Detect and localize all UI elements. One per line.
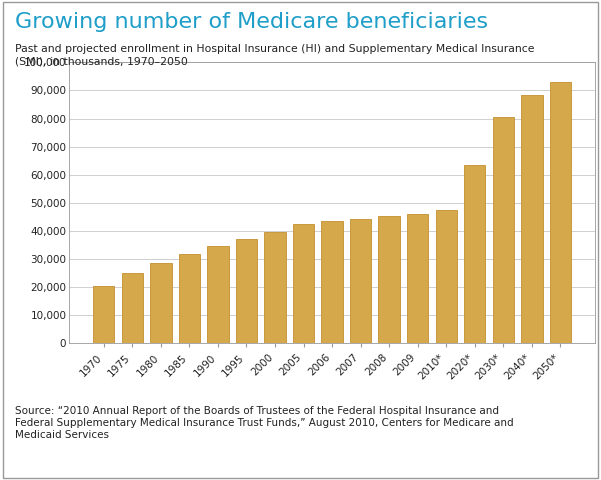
Bar xyxy=(379,216,400,343)
Bar xyxy=(207,246,228,343)
Bar xyxy=(236,239,257,343)
Bar xyxy=(121,273,143,343)
Bar xyxy=(350,219,371,343)
Text: Past and projected enrollment in Hospital Insurance (HI) and Supplementary Medic: Past and projected enrollment in Hospita… xyxy=(15,44,534,67)
Bar xyxy=(493,117,514,343)
Bar xyxy=(293,224,314,343)
Bar xyxy=(550,82,571,343)
Bar xyxy=(322,221,343,343)
Bar xyxy=(464,165,486,343)
Bar xyxy=(150,263,171,343)
Bar xyxy=(407,214,429,343)
Bar xyxy=(521,95,543,343)
Bar xyxy=(264,232,285,343)
Bar xyxy=(178,254,200,343)
Text: Growing number of Medicare beneficiaries: Growing number of Medicare beneficiaries xyxy=(15,12,488,32)
Bar xyxy=(436,210,457,343)
Bar xyxy=(93,286,114,343)
Text: Source: “2010 Annual Report of the Boards of Trustees of the Federal Hospital In: Source: “2010 Annual Report of the Board… xyxy=(15,406,514,441)
